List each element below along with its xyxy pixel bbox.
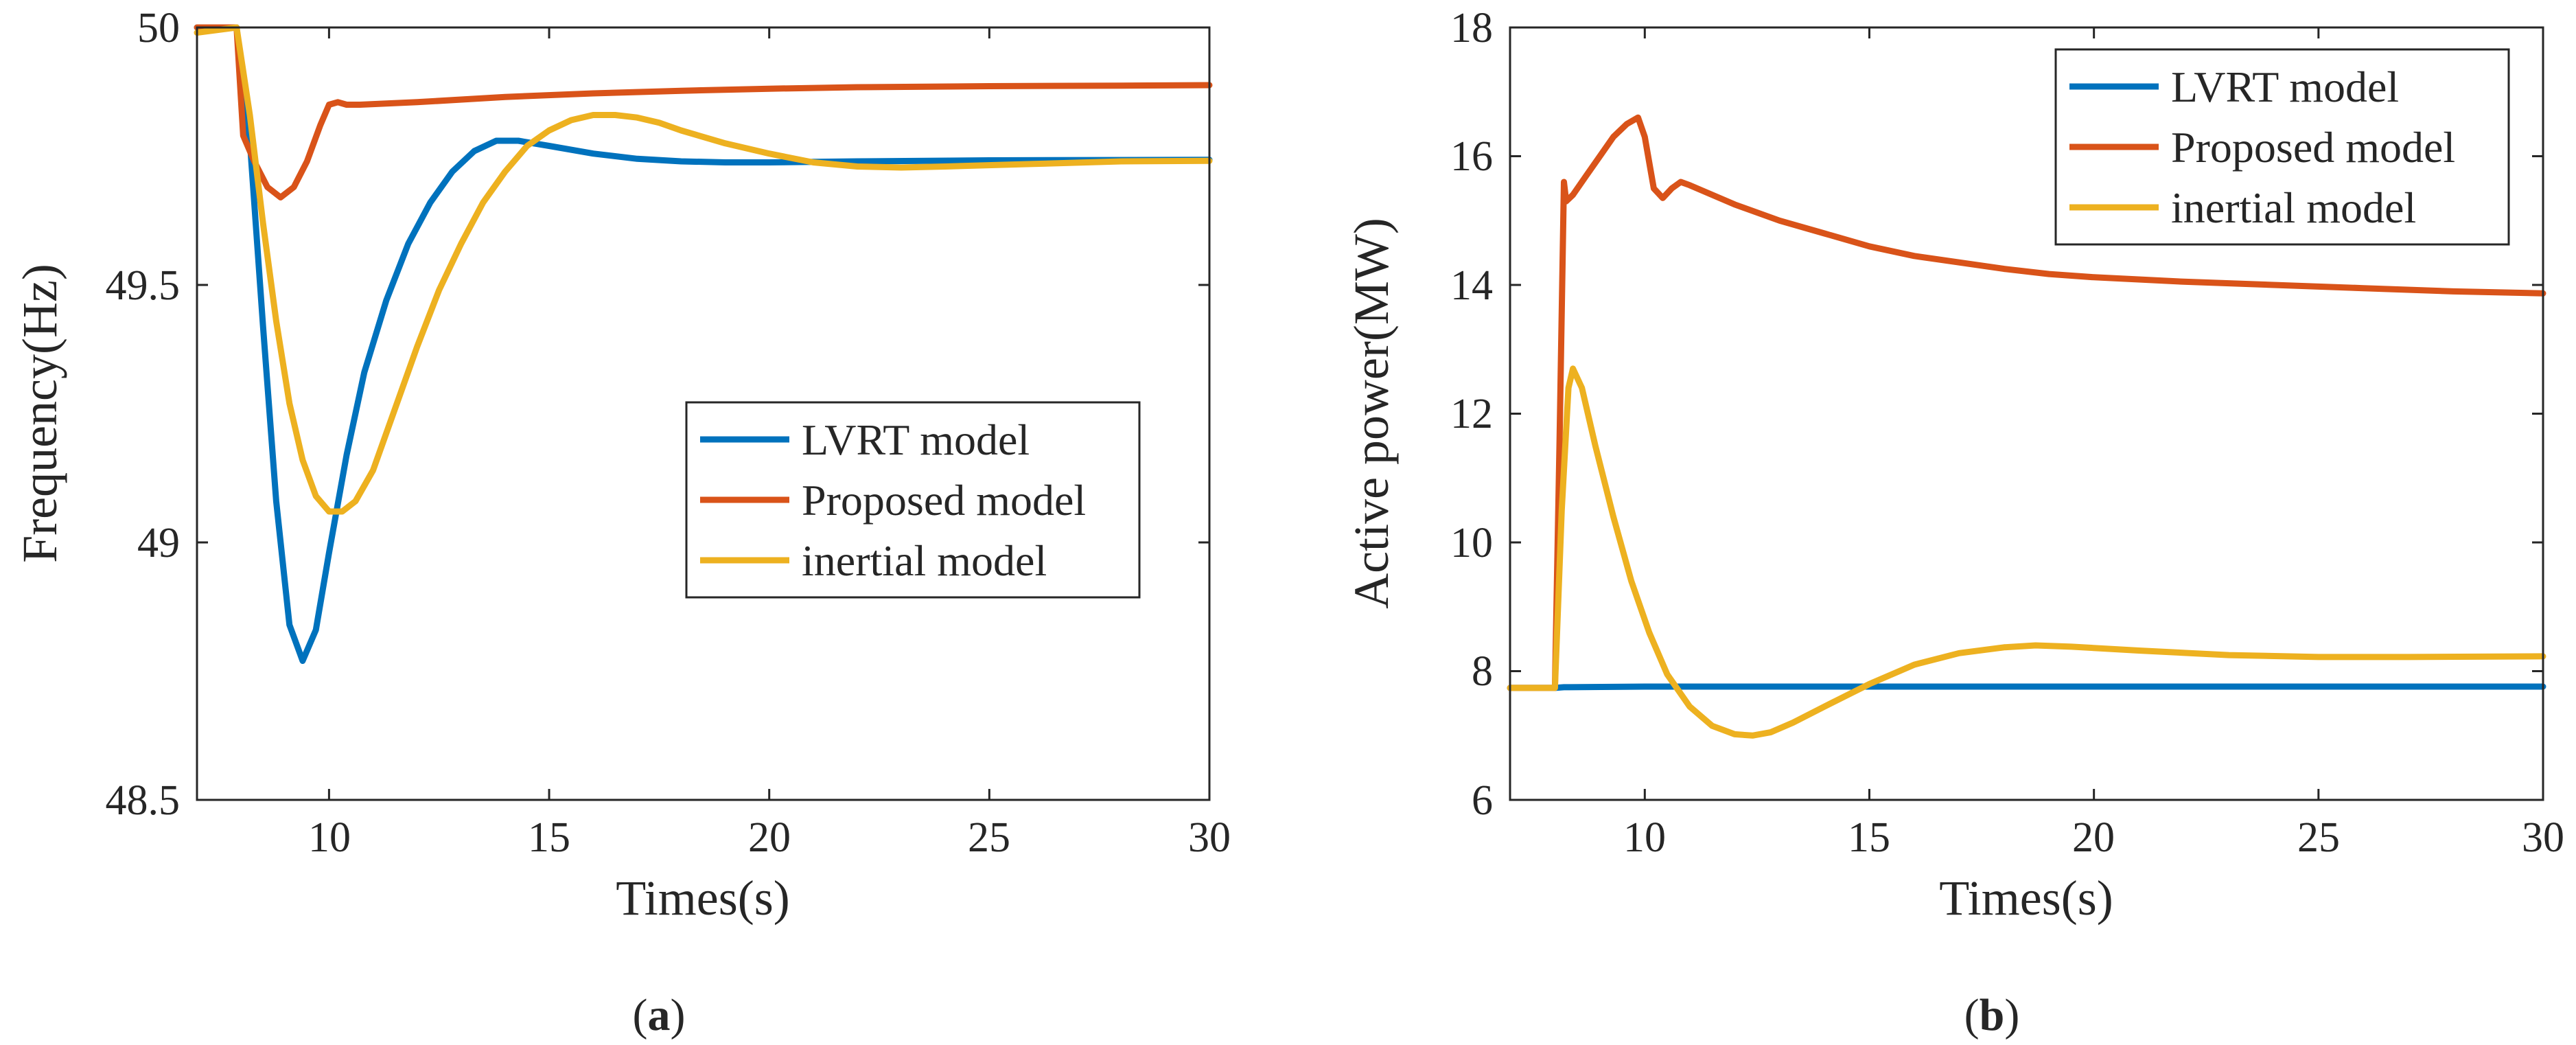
chart-a-ticks (197, 26, 1211, 801)
chart-a: 48.5 49 49.5 50 10 15 20 25 30 Times(s) … (12, 5, 1231, 1040)
chart-a-line-lvrt-model (194, 24, 1213, 664)
chart-a-legend-label-inertial-model: inertial model (802, 536, 1047, 585)
chart-a-ytick-label: 49.5 (106, 262, 181, 309)
chart-a-xlabel: Times(s) (616, 871, 789, 926)
chart-a-xtick-label: 10 (308, 814, 351, 861)
chart-a-legend-label-lvrt-model: LVRT model (802, 415, 1030, 464)
chart-a-axes-box (196, 26, 1211, 801)
chart-a-ytick-label: 48.5 (106, 777, 181, 824)
chart-b: 6 8 10 12 14 16 18 10 15 20 25 30 Times(… (1344, 5, 2564, 1040)
chart-a-series-group (194, 24, 1213, 664)
chart-b-caption-letter: b (1980, 990, 2005, 1040)
chart-a-legend-label-proposed-model: Proposed model (802, 476, 1086, 525)
chart-a-ytick-label: 50 (137, 5, 180, 51)
chart-a-xtick-label: 30 (1188, 814, 1231, 861)
chart-b-ytick-label: 10 (1450, 520, 1493, 566)
chart-b-line-proposed-model (1507, 114, 2546, 691)
chart-b-xlabel: Times(s) (1939, 871, 2113, 926)
chart-a-xtick-label: 20 (748, 814, 791, 861)
chart-b-ytick-label: 12 (1450, 391, 1493, 437)
chart-b-line-inertial-model (1507, 365, 2546, 739)
chart-b-ytick-label: 6 (1472, 777, 1493, 824)
chart-a-caption-letter: a (648, 990, 671, 1040)
chart-a-ylabel: Frequency(Hz) (12, 264, 67, 563)
chart-b-ytick-label: 8 (1472, 648, 1493, 695)
chart-b-line-lvrt-model (1507, 683, 2546, 691)
chart-a-line-inertial-model (194, 24, 1213, 515)
chart-b-legend-label-inertial-model: inertial model (2171, 183, 2416, 232)
chart-b-xtick-label: 10 (1623, 814, 1666, 861)
chart-b-ytick-label: 14 (1450, 262, 1493, 309)
chart-b-xtick-label: 20 (2072, 814, 2115, 861)
chart-a-caption: (a) (633, 990, 686, 1040)
chart-b-ticks (1510, 26, 2544, 801)
chart-b-series-group (1507, 114, 2546, 739)
chart-b-legend: LVRT model Proposed model inertial model (2054, 48, 2510, 246)
chart-b-xtick-label: 15 (1848, 814, 1890, 861)
chart-b-legend-label-lvrt-model: LVRT model (2171, 62, 2399, 111)
chart-b-ytick-label: 16 (1450, 133, 1493, 180)
chart-a-xtick-label: 15 (528, 814, 570, 861)
chart-b-caption: (b) (1964, 990, 2020, 1040)
chart-b-legend-label-proposed-model: Proposed model (2171, 123, 2455, 172)
chart-a-line-proposed-model (194, 24, 1213, 200)
chart-a-ytick-label: 49 (137, 520, 180, 566)
chart-b-xtick-label: 30 (2522, 814, 2564, 861)
chart-b-ylabel: Active power(MW) (1344, 218, 1399, 609)
chart-a-legend: LVRT model Proposed model inertial model (685, 401, 1141, 599)
chart-b-ytick-label: 18 (1450, 5, 1493, 51)
chart-a-xtick-label: 25 (968, 814, 1010, 861)
chart-b-xtick-label: 25 (2297, 814, 2340, 861)
